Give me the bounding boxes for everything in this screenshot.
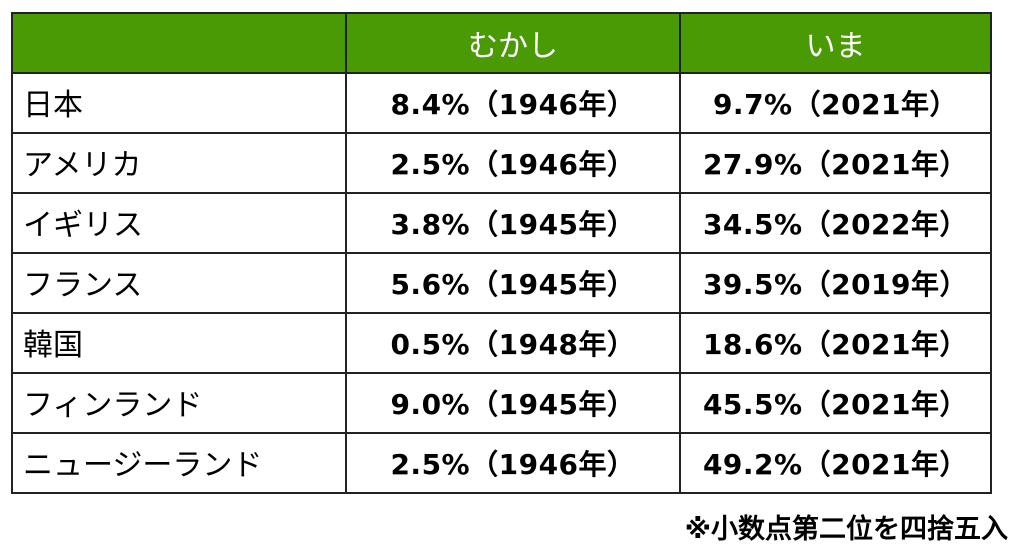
past-value-cell: 9.0%（1945年） <box>345 372 681 434</box>
table-container: むかし いま 日本 8.4%（1946年） 9.7%（2021年） アメリカ 2… <box>11 12 992 494</box>
table-row: フランス 5.6%（1945年） 39.5%（2019年） <box>11 252 992 314</box>
country-cell: アメリカ <box>11 132 347 194</box>
now-value-cell: 34.5%（2022年） <box>679 192 992 254</box>
header-cell-now: いま <box>679 12 992 74</box>
now-value-cell: 49.2%（2021年） <box>679 432 992 494</box>
table-row: 日本 8.4%（1946年） 9.7%（2021年） <box>11 72 992 134</box>
table-row: 韓国 0.5%（1948年） 18.6%（2021年） <box>11 312 992 374</box>
now-value-cell: 45.5%（2021年） <box>679 372 992 434</box>
past-value-cell: 8.4%（1946年） <box>345 72 681 134</box>
past-value-cell: 3.8%（1945年） <box>345 192 681 254</box>
data-table: むかし いま 日本 8.4%（1946年） 9.7%（2021年） アメリカ 2… <box>11 12 992 494</box>
country-cell: 韓国 <box>11 312 347 374</box>
footnote: ※小数点第二位を四捨五入 <box>684 514 1008 545</box>
past-value-cell: 2.5%（1946年） <box>345 432 681 494</box>
header-cell-past: むかし <box>345 12 681 74</box>
past-value-cell: 5.6%（1945年） <box>345 252 681 314</box>
now-value-cell: 39.5%（2019年） <box>679 252 992 314</box>
now-value-cell: 27.9%（2021年） <box>679 132 992 194</box>
country-cell: ニュージーランド <box>11 432 347 494</box>
past-value-cell: 2.5%（1946年） <box>345 132 681 194</box>
header-row: むかし いま <box>11 12 992 74</box>
table-row: フィンランド 9.0%（1945年） 45.5%（2021年） <box>11 372 992 434</box>
header-cell-empty <box>11 12 347 74</box>
table-row: イギリス 3.8%（1945年） 34.5%（2022年） <box>11 192 992 254</box>
table-row: アメリカ 2.5%（1946年） 27.9%（2021年） <box>11 132 992 194</box>
now-value-cell: 18.6%（2021年） <box>679 312 992 374</box>
country-cell: イギリス <box>11 192 347 254</box>
country-cell: フランス <box>11 252 347 314</box>
past-value-cell: 0.5%（1948年） <box>345 312 681 374</box>
country-cell: 日本 <box>11 72 347 134</box>
now-value-cell: 9.7%（2021年） <box>679 72 992 134</box>
country-cell: フィンランド <box>11 372 347 434</box>
table-row: ニュージーランド 2.5%（1946年） 49.2%（2021年） <box>11 432 992 494</box>
